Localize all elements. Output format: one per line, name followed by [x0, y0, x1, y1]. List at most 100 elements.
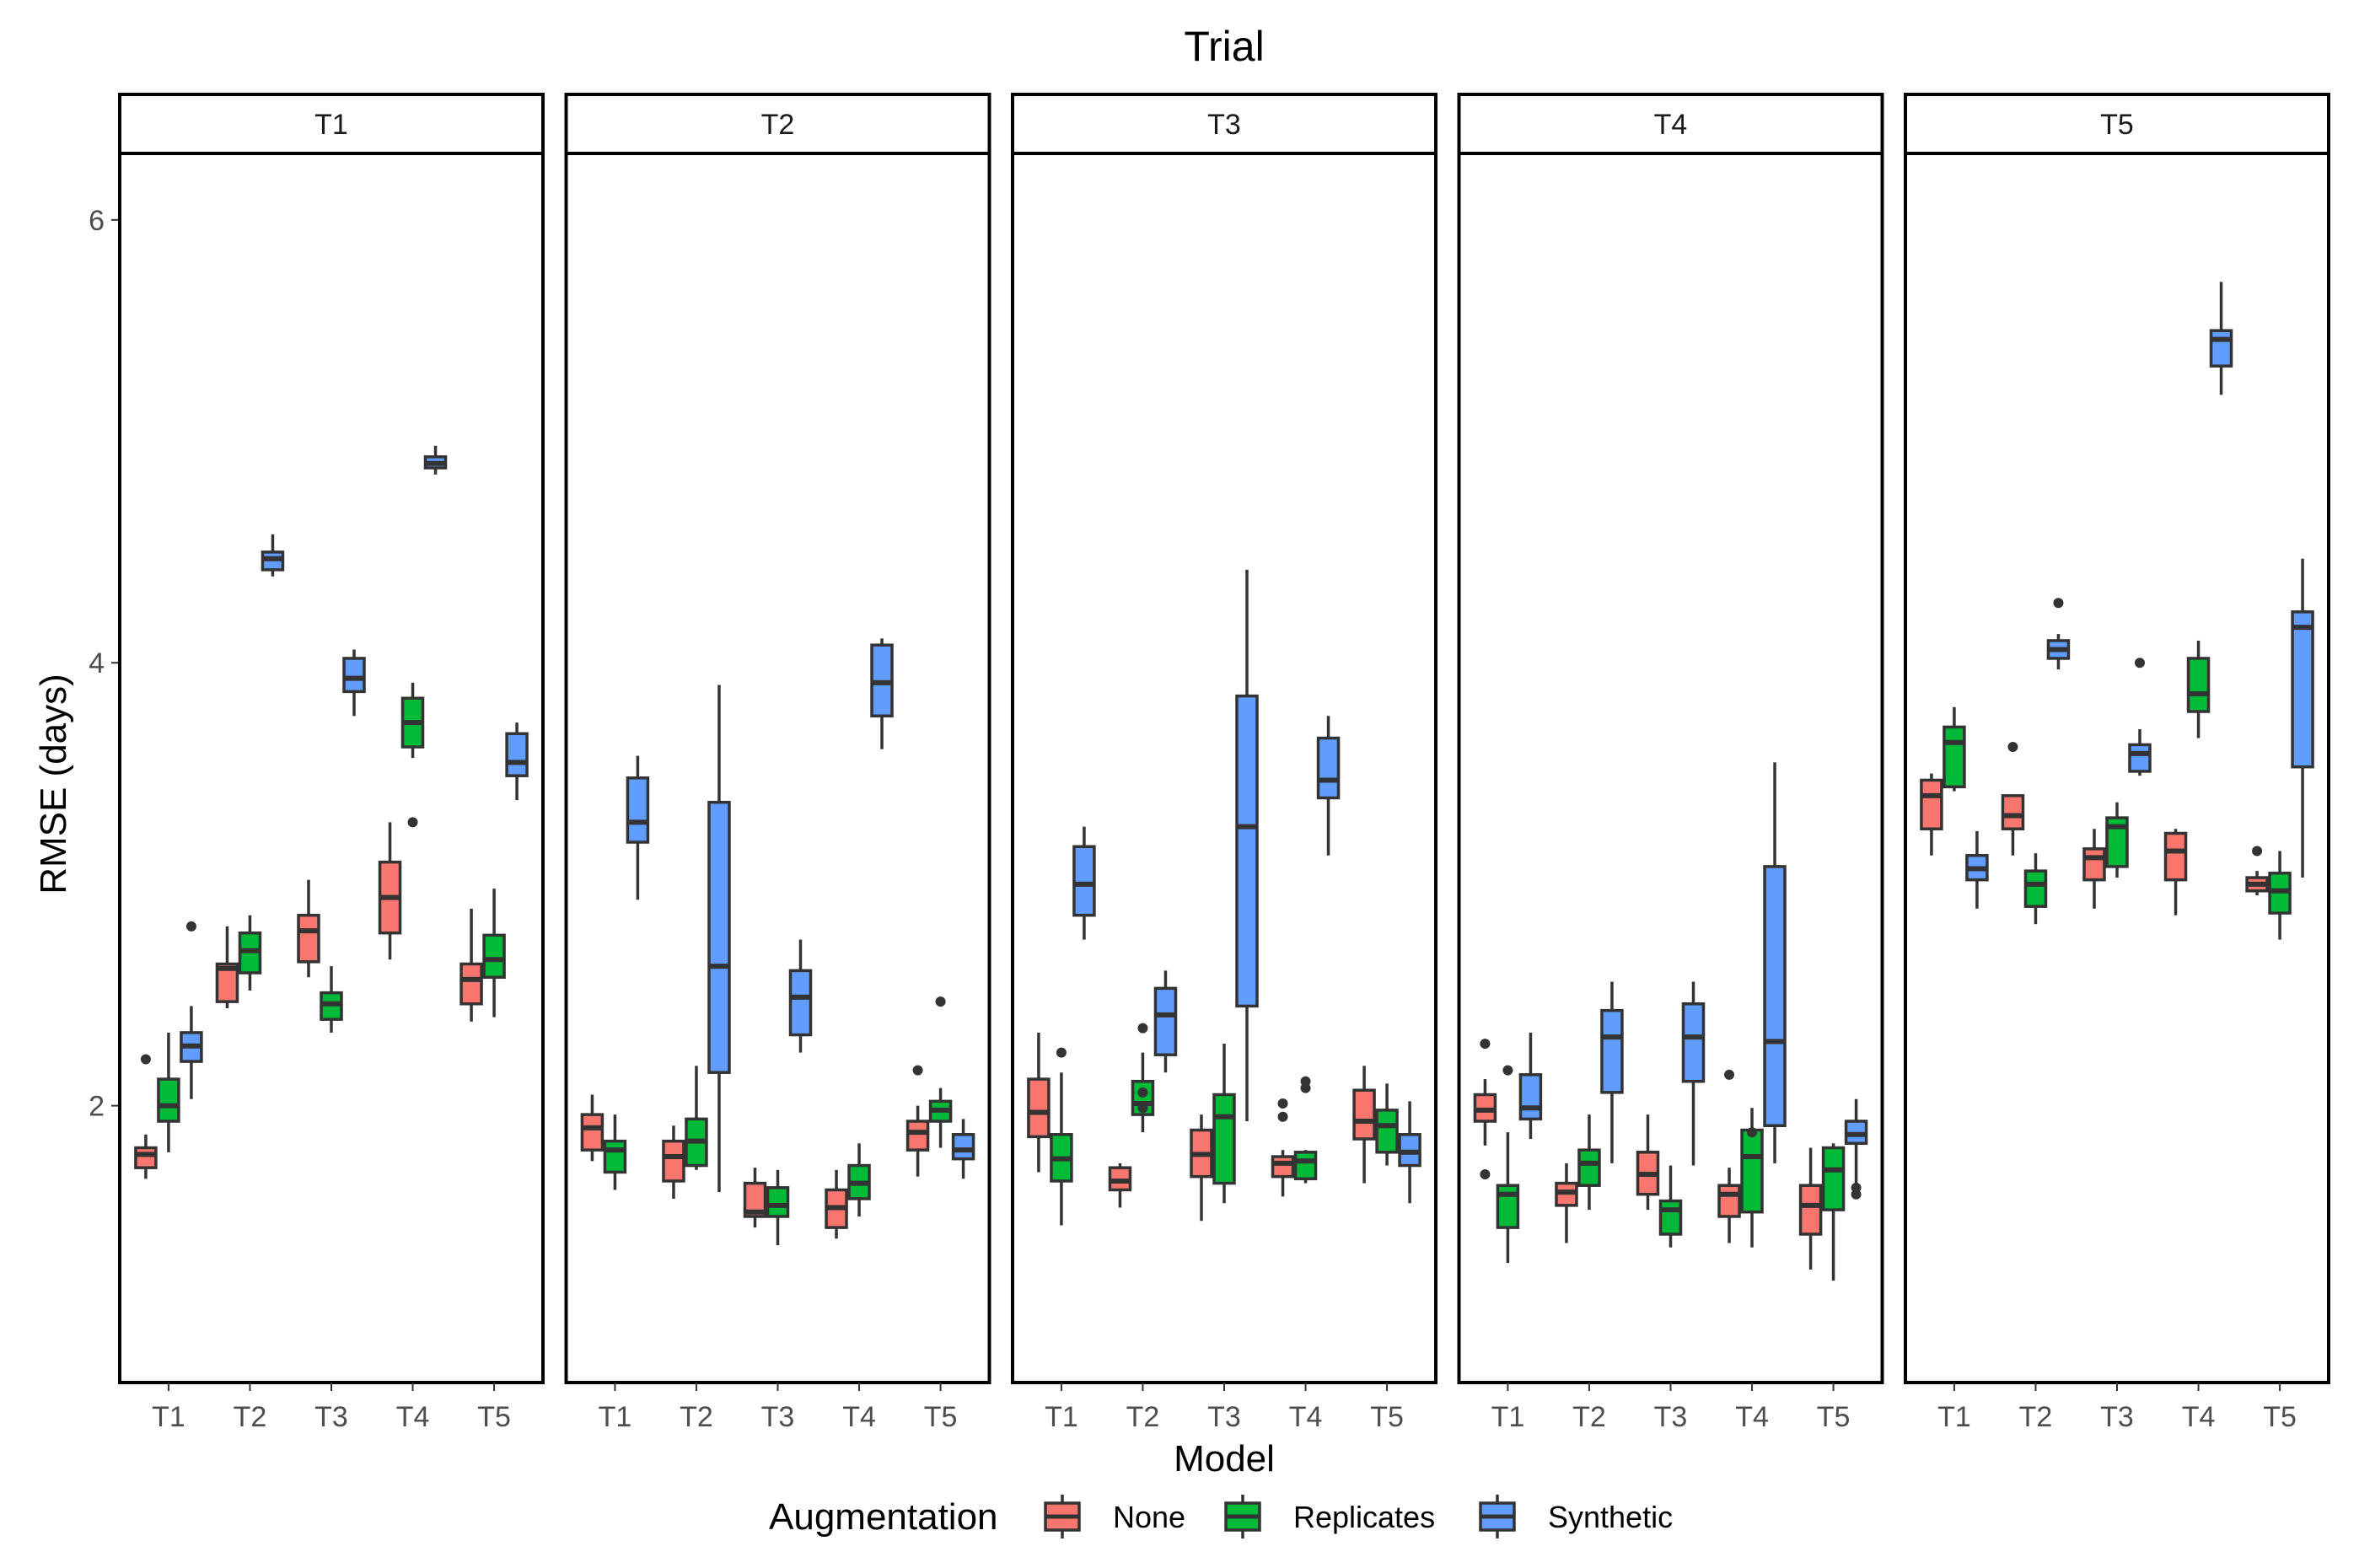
box-iqr [134, 1146, 158, 1169]
box-iqr [1658, 1199, 1683, 1236]
x-tick-label: T4 [1735, 1401, 1769, 1433]
box-none [905, 1065, 930, 1177]
box-replicates [2268, 851, 2292, 940]
box-replicates [482, 889, 506, 1018]
box-none [2245, 846, 2269, 896]
box-replicates [603, 1114, 627, 1190]
x-tick-label: T1 [599, 1401, 632, 1433]
x-tick-label: T4 [842, 1401, 876, 1433]
box-synthetic [2128, 658, 2152, 776]
facet-plot-area [118, 152, 545, 1384]
box-synthetic [2209, 282, 2233, 395]
x-tick-label: T3 [761, 1401, 795, 1433]
box-none [215, 926, 239, 1009]
legend-item-replicates: Replicates [1224, 1495, 1435, 1538]
box-synthetic [1072, 826, 1096, 940]
outlier-point [2007, 742, 2018, 753]
x-tick-label: T5 [924, 1401, 958, 1433]
box-iqr [2082, 847, 2106, 882]
box-iqr [2291, 610, 2314, 769]
x-tick-label: T2 [2019, 1401, 2053, 1433]
y-tick-label: 2 [89, 1091, 105, 1123]
box-iqr [1072, 845, 1096, 917]
box-synthetic [1763, 762, 1787, 1163]
box-synthetic [505, 722, 529, 801]
box-iqr [2186, 657, 2211, 713]
legend-label: Replicates [1293, 1500, 1435, 1534]
box-iqr [459, 962, 483, 1006]
box-iqr [1235, 694, 1259, 1008]
box-none [1473, 1039, 1497, 1180]
outlier-point [2252, 846, 2263, 856]
box-none [2163, 829, 2188, 916]
box-iqr [1518, 1073, 1543, 1121]
box-replicates [157, 1032, 180, 1152]
box-synthetic [1316, 716, 1341, 856]
x-axis-title: Model [1174, 1438, 1275, 1479]
box-replicates [2186, 640, 2211, 738]
outlier-point [1480, 1169, 1491, 1180]
box-none [1190, 1114, 1213, 1222]
facet-panel-t5: T5 T1 T2 T3 T4 T5 [1904, 93, 2330, 1433]
box-iqr [1375, 1109, 1399, 1154]
x-tick-label: T4 [2182, 1401, 2216, 1433]
x-tick-label: T5 [1817, 1401, 1851, 1433]
box-replicates [2105, 802, 2129, 878]
box-replicates [685, 1066, 708, 1170]
x-tick-label: T3 [1207, 1401, 1241, 1433]
outlier-point [912, 1065, 923, 1076]
box-iqr [1316, 736, 1341, 800]
box-synthetic [1398, 1101, 1421, 1204]
y-tick-label: 6 [89, 205, 105, 237]
box-none [580, 1094, 605, 1162]
box-synthetic [1153, 970, 1178, 1073]
box-iqr [482, 933, 506, 980]
box-iqr [1681, 1002, 1706, 1083]
box-iqr [157, 1077, 180, 1123]
box-iqr [2128, 743, 2152, 773]
box-iqr [1153, 986, 1178, 1056]
chart-title: Trial [1184, 23, 1264, 70]
x-tick-label: T2 [680, 1401, 713, 1433]
box-replicates [1943, 706, 1966, 792]
box-iqr [1798, 1184, 1823, 1236]
box-none [134, 1054, 158, 1179]
legend-item-synthetic: Synthetic [1479, 1495, 1673, 1538]
outlier-point [140, 1054, 151, 1065]
box-none [1271, 1098, 1295, 1197]
x-tick-label: T1 [1937, 1401, 1971, 1433]
box-iqr [1763, 865, 1787, 1128]
box-replicates [1740, 1108, 1764, 1248]
outlier-point [185, 921, 196, 932]
x-tick-label: T1 [152, 1401, 185, 1433]
facet-strip-label: T3 [1207, 109, 1241, 141]
x-tick-label: T3 [1654, 1401, 1688, 1433]
box-synthetic [342, 649, 366, 717]
box-synthetic [423, 445, 448, 475]
box-synthetic [626, 755, 650, 900]
box-replicates [1821, 1143, 1846, 1281]
outlier-point [2135, 658, 2145, 669]
box-replicates [1293, 1076, 1318, 1184]
facet-strip-label: T1 [314, 109, 348, 141]
box-synthetic [870, 638, 894, 749]
legend-title: Augmentation [769, 1496, 998, 1538]
box-iqr [1821, 1146, 1846, 1211]
facet-strip [564, 93, 991, 155]
outlier-point [1056, 1047, 1067, 1058]
box-none [1555, 1163, 1578, 1243]
box-iqr [2023, 869, 2048, 908]
facet-strip-label: T5 [2100, 109, 2134, 141]
box-replicates [1131, 1023, 1155, 1133]
x-tick-label: T2 [234, 1401, 267, 1433]
legend-item-none: None [1044, 1495, 1185, 1538]
box-none [1798, 1147, 1823, 1270]
x-tick-label: T2 [1572, 1401, 1606, 1433]
box-replicates [2023, 853, 2048, 925]
x-tick-label: T4 [396, 1401, 430, 1433]
box-none [743, 1168, 767, 1228]
facet-strip [1904, 93, 2330, 155]
legend-label: Synthetic [1548, 1500, 1673, 1534]
box-iqr [1212, 1093, 1236, 1185]
